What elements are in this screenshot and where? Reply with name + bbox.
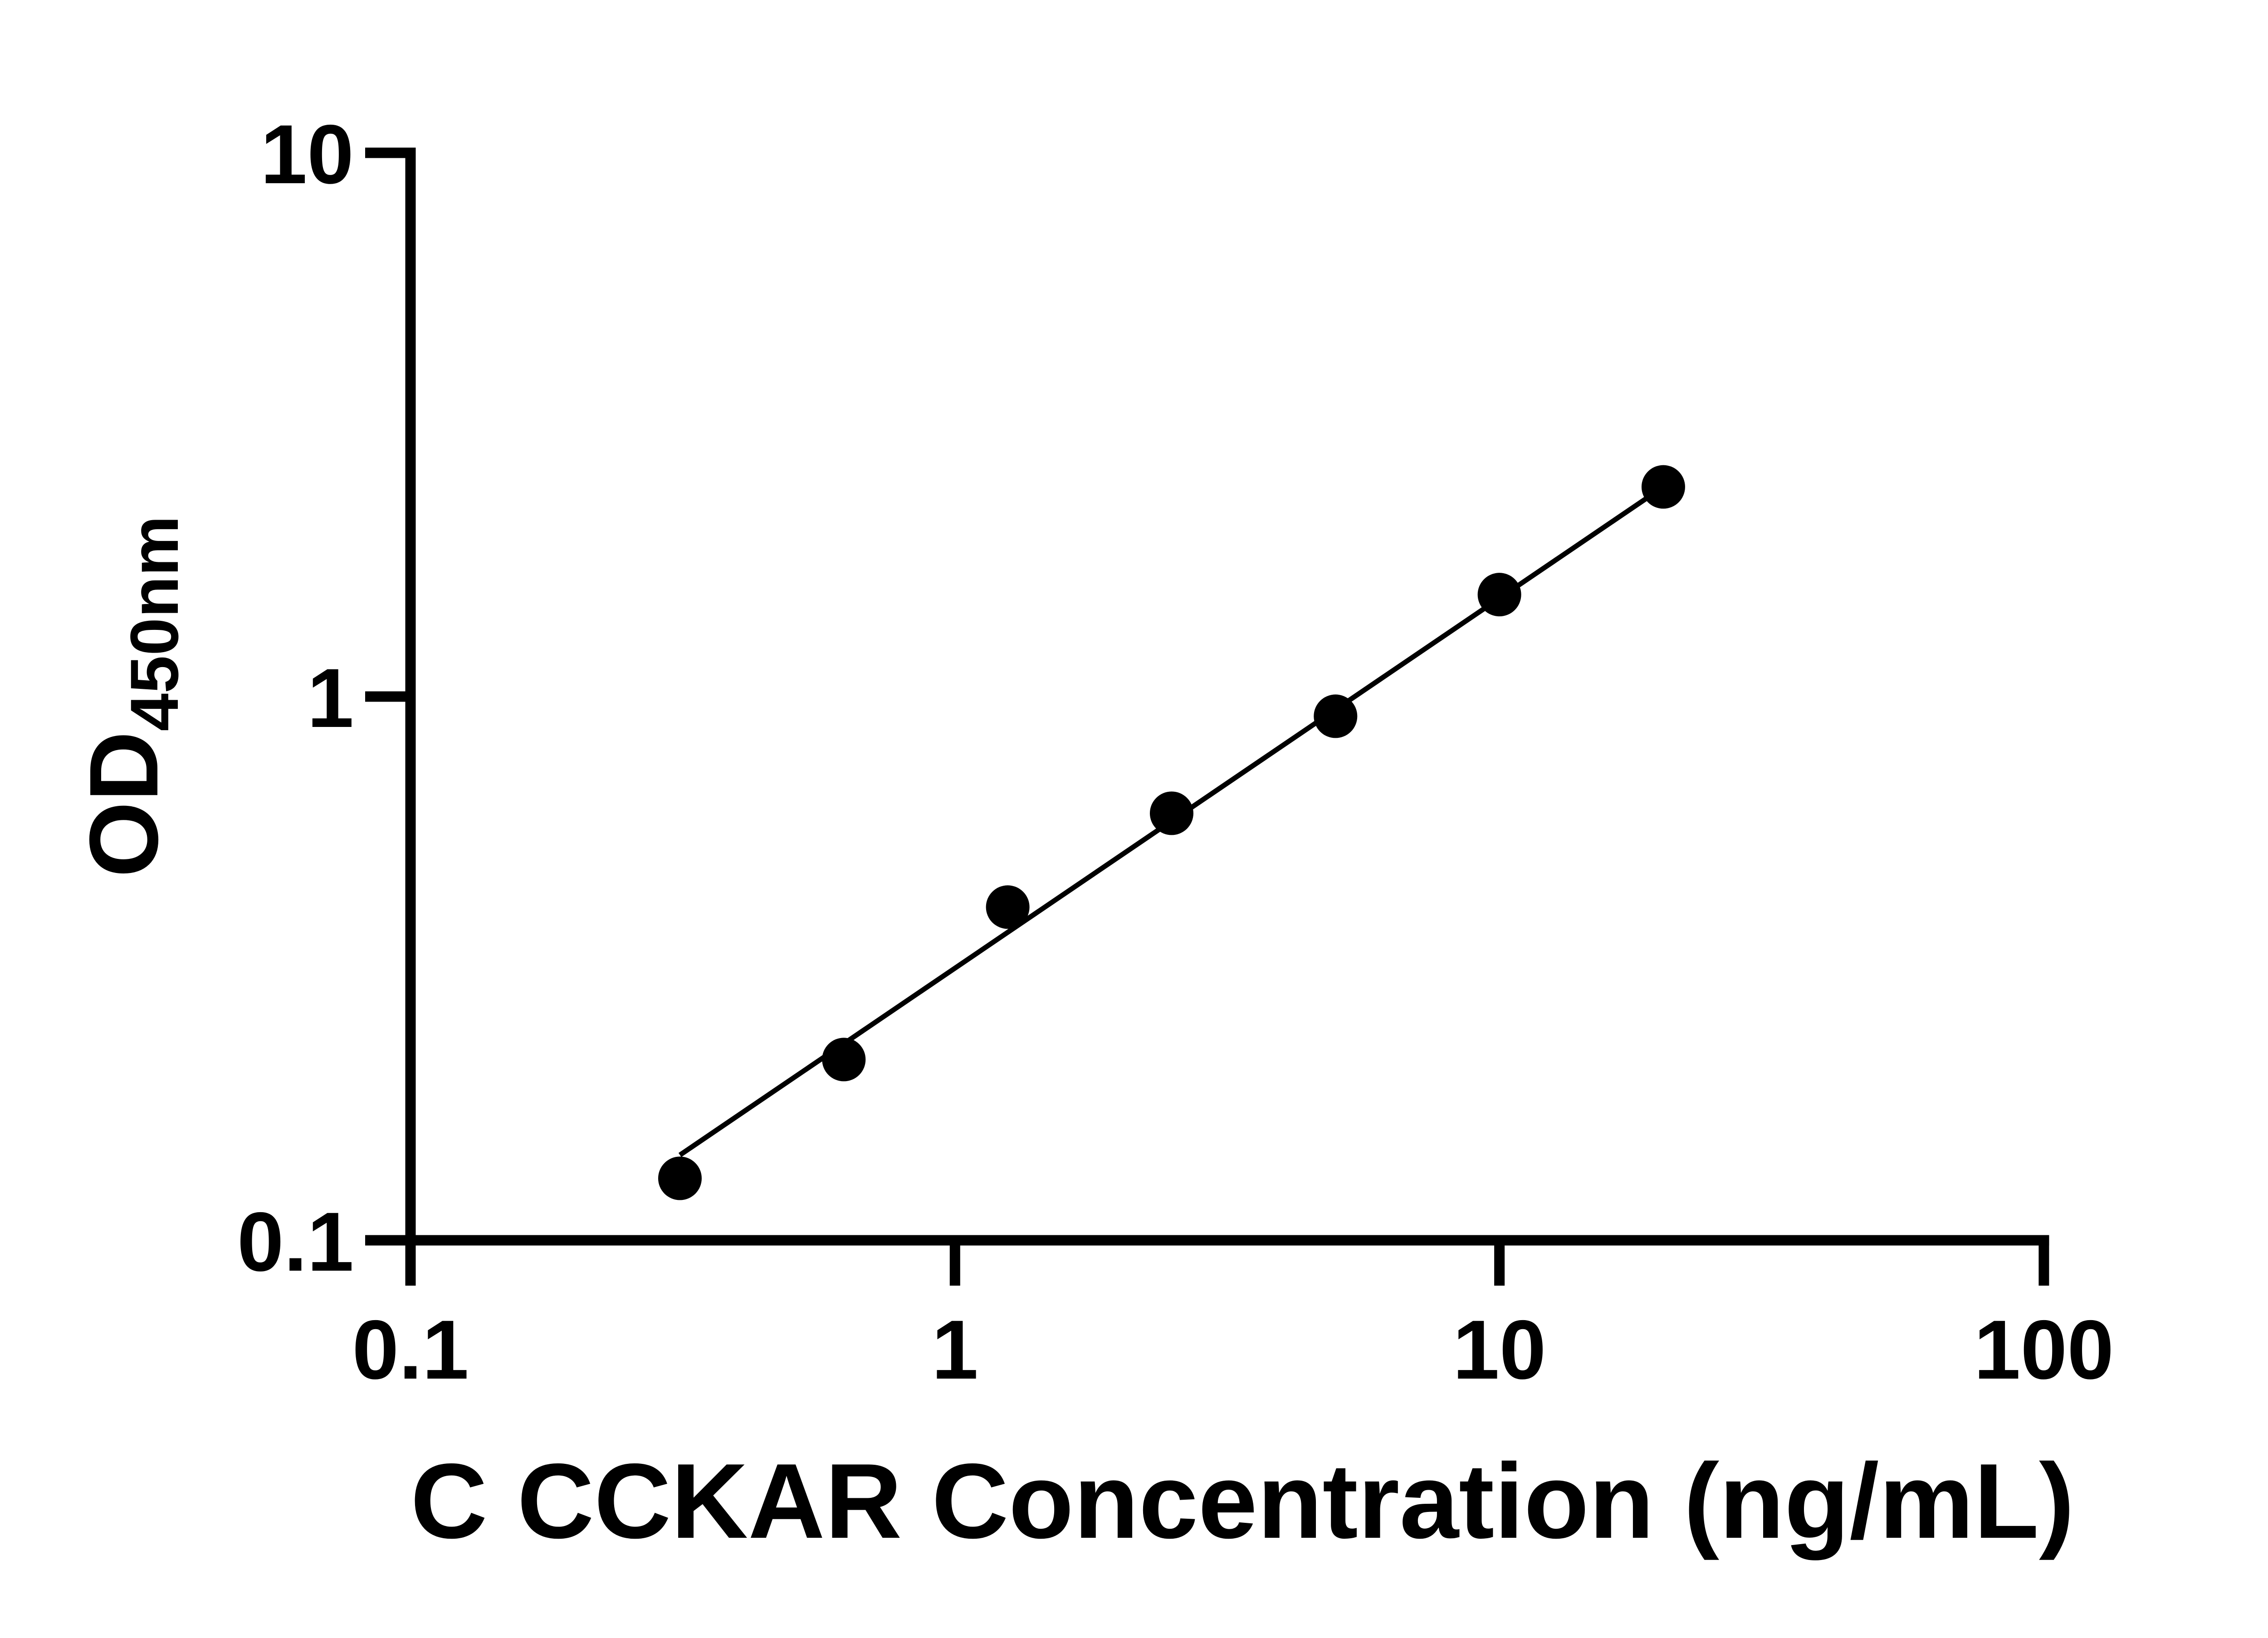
data-point [658,1156,702,1200]
y-axis-title-main: OD [69,731,178,878]
data-point [822,1038,866,1082]
data-point [986,885,1030,929]
x-axis-title: C CCKAR Concentration (ng/mL) [411,1441,2075,1560]
data-point [1149,791,1193,835]
data-point [1477,573,1521,617]
x-tick-label: 10 [1453,1303,1546,1397]
y-tick-label: 0.1 [237,1195,354,1289]
y-tick-label: 10 [260,108,354,201]
data-point [1641,465,1685,509]
y-tick-label: 1 [307,652,354,745]
data-point [1314,694,1358,738]
y-axis-title: OD450nm [69,516,192,878]
y-axis-title-subscript: 450nm [116,516,192,731]
x-tick-label: 100 [1974,1303,2114,1397]
x-tick-label: 0.1 [352,1303,469,1397]
x-tick-label: 1 [932,1303,978,1397]
